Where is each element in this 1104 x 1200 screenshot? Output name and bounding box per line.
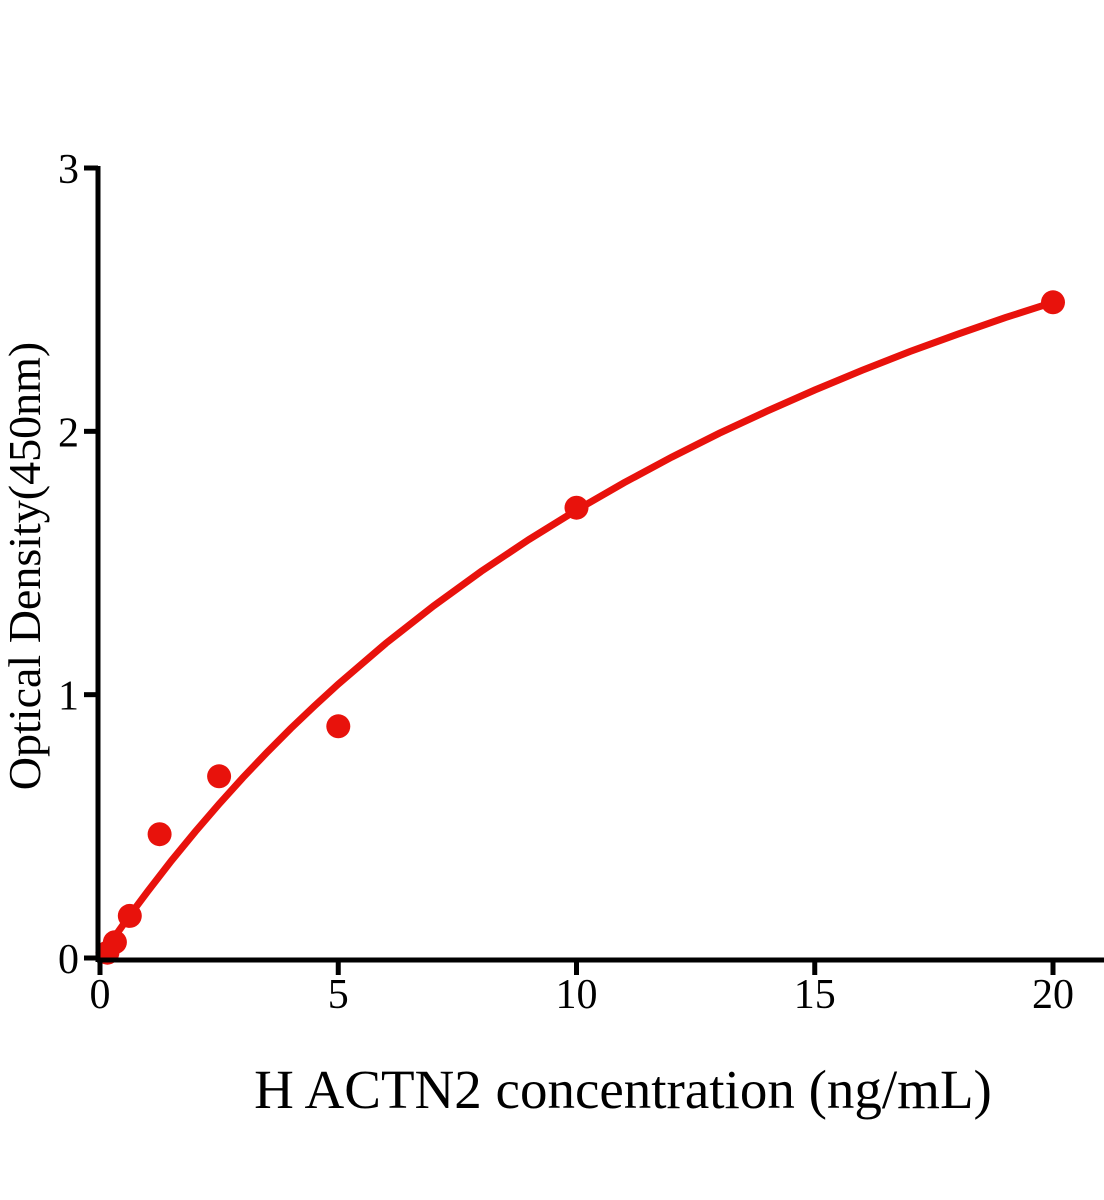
fit-curve	[96, 298, 1057, 962]
plot-area: 0 5 10 15 20 0 1 2 3	[58, 147, 1104, 1018]
data-point	[564, 495, 589, 520]
data-point	[102, 930, 127, 955]
y-tick-label: 2	[58, 410, 79, 456]
y-axis-title: Optical Density(450nm)	[0, 342, 50, 790]
data-point	[1041, 290, 1065, 315]
y-tick-label: 1	[58, 674, 79, 720]
data-point	[117, 903, 142, 928]
data-point	[207, 764, 232, 789]
x-axis-title: H ACTN2 concentration (ng/mL)	[254, 1059, 992, 1120]
x-tick-label: 5	[328, 972, 349, 1018]
data-point	[326, 714, 351, 739]
data-point	[147, 822, 172, 847]
x-tick-label: 0	[90, 972, 111, 1018]
x-tick-label: 20	[1032, 972, 1074, 1018]
x-tick-label: 15	[794, 972, 836, 1018]
y-tick-label: 0	[58, 937, 79, 983]
y-tick-label: 3	[58, 147, 79, 193]
x-tick-label: 10	[556, 972, 598, 1018]
